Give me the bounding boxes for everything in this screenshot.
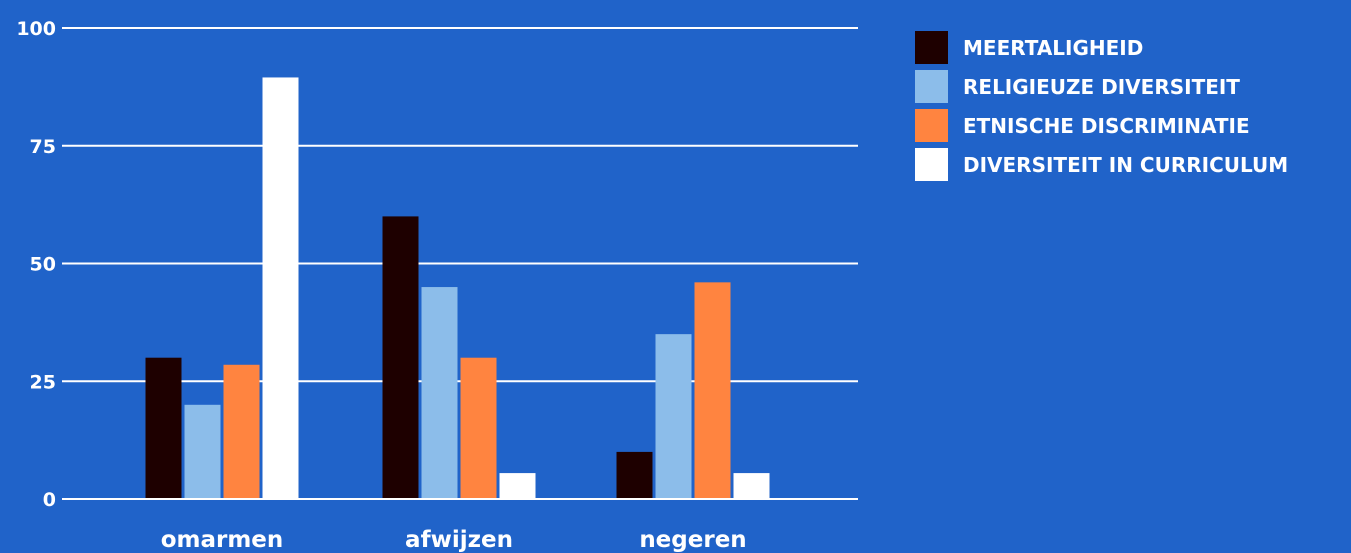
- bar-negeren-meertaligheid: [616, 451, 653, 499]
- bar-afwijzen-etnische-discriminatie: [460, 357, 497, 499]
- legend-swatch: [915, 148, 948, 181]
- bar-omarmen-diversiteit-in-curriculum: [262, 77, 299, 499]
- legend-label: ETNISCHE DISCRIMINATIE: [963, 114, 1250, 138]
- bar-afwijzen-meertaligheid: [382, 216, 419, 499]
- legend-label: MEERTALIGHEID: [963, 36, 1143, 60]
- x-axis-categories: omarmen afwijzen negeren: [161, 527, 747, 553]
- bar-negeren-diversiteit-in-curriculum: [733, 473, 770, 499]
- x-category-label-omarmen: omarmen: [161, 527, 284, 553]
- bar-afwijzen-diversiteit-in-curriculum: [499, 473, 536, 499]
- bar-omarmen-meertaligheid: [145, 357, 182, 499]
- legend: MEERTALIGHEID RELIGIEUZE DIVERSITEIT ETNIS…: [915, 31, 1288, 181]
- bars: [62, 77, 858, 500]
- y-axis-ticks: 0 25 50 75 100: [16, 18, 56, 511]
- bar-afwijzen-religieuze-diversiteit: [421, 287, 458, 499]
- legend-swatch: [915, 109, 948, 142]
- legend-swatch: [915, 31, 948, 64]
- bar-omarmen-etnische-discriminatie: [223, 364, 260, 499]
- legend-swatch: [915, 70, 948, 103]
- y-tick-label-25: 25: [30, 371, 56, 393]
- bar-omarmen-religieuze-diversiteit: [184, 404, 221, 499]
- bar-negeren-religieuze-diversiteit: [655, 334, 692, 499]
- bar-negeren-etnische-discriminatie: [694, 282, 731, 499]
- y-tick-label-50: 50: [30, 254, 56, 276]
- legend-item-religieuze-diversiteit: RELIGIEUZE DIVERSITEIT: [915, 70, 1240, 103]
- legend-label: RELIGIEUZE DIVERSITEIT: [963, 75, 1240, 99]
- x-category-label-afwijzen: afwijzen: [405, 527, 513, 553]
- legend-item-etnische-discriminatie: ETNISCHE DISCRIMINATIE: [915, 109, 1250, 142]
- y-tick-label-0: 0: [43, 489, 56, 511]
- y-tick-label-100: 100: [16, 18, 56, 40]
- legend-item-meertaligheid: MEERTALIGHEID: [915, 31, 1143, 64]
- legend-item-diversiteit-in-curriculum: DIVERSITEIT IN CURRICULUM: [915, 148, 1288, 181]
- y-tick-label-75: 75: [30, 136, 56, 158]
- legend-label: DIVERSITEIT IN CURRICULUM: [963, 153, 1288, 177]
- x-category-label-negeren: negeren: [639, 527, 746, 553]
